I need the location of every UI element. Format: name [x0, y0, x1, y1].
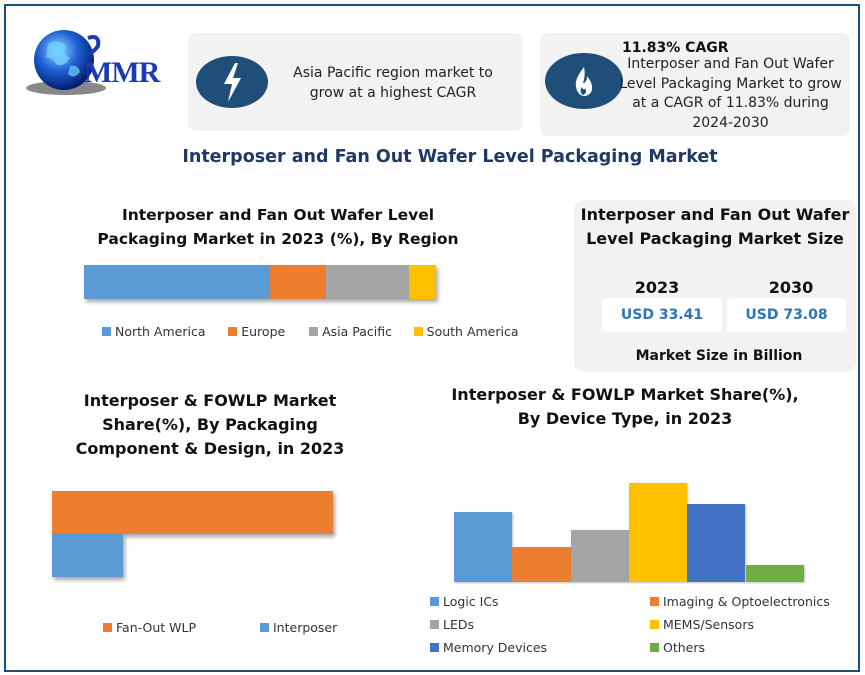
legend-label: North America: [115, 323, 206, 339]
page-title: Interposer and Fan Out Wafer Level Packa…: [182, 147, 718, 167]
legend-label: MEMS/Sensors: [663, 617, 754, 632]
legend-item-south-america: South America: [413, 322, 532, 340]
market-size-card: Interposer and Fan Out Wafer Level Packa…: [574, 200, 856, 372]
region-stacked-bar: [84, 265, 436, 299]
legend-label: South America: [426, 323, 519, 339]
legend-item-fan-out-wlp: Fan-Out WLP: [103, 618, 260, 636]
region-bar-segment-europe: [269, 265, 326, 299]
legend-swatch: [430, 643, 439, 652]
globe-icon: [26, 30, 106, 95]
packaging-bars: [52, 491, 382, 577]
legend-label: Asia Pacific: [322, 323, 393, 339]
legend-label: Logic ICs: [443, 594, 499, 609]
market-size-footer: Market Size in Billion: [635, 348, 803, 364]
legend-item-asia-pacific: Asia Pacific: [309, 322, 414, 340]
legend-item-logic-ics: Logic ICs: [430, 594, 499, 609]
mmr-logo: MMR: [18, 26, 178, 96]
packaging-chart-title: Interposer & FOWLP Market Share(%), By P…: [75, 391, 345, 458]
logo-text: MMR: [84, 56, 160, 89]
packaging-bar-interposer: [52, 534, 124, 577]
legend-label: Others: [663, 640, 706, 655]
packaging-bar-fan-out-wlp: [52, 491, 333, 534]
flame-icon: [545, 53, 623, 109]
legend-item-leds: LEDs: [430, 617, 474, 632]
year-2030: 2030: [768, 278, 814, 297]
region-bar-segment-north-america: [84, 265, 270, 299]
cagr-heading: 11.83% CAGR: [622, 40, 729, 56]
market-size-title: Interposer and Fan Out Wafer Level Packa…: [580, 205, 850, 248]
device-bar-logic-ics: [454, 512, 513, 582]
device-bar-imaging-optoelectronics: [512, 546, 571, 582]
info-card-cagr: 11.83% CAGR Interposer and Fan Out Wafer…: [540, 33, 850, 136]
legend-swatch: [102, 326, 111, 336]
legend-item-others: Others: [650, 640, 705, 655]
packaging-legend: Fan-Out WLP Interposer: [103, 618, 403, 636]
legend-swatch: [228, 326, 238, 336]
legend-label: Interposer: [273, 619, 338, 635]
device-bar-memory-devices: [687, 503, 746, 582]
legend-swatch: [430, 620, 439, 629]
region-chart-title: Interposer and Fan Out Wafer Level Packa…: [97, 206, 459, 248]
lightning-bolt-icon: [196, 56, 268, 108]
legend-item-imaging-optoelectronics: Imaging & Optoelectronics: [650, 594, 830, 609]
legend-swatch: [650, 597, 659, 606]
legend-item-interposer: Interposer: [260, 618, 390, 636]
legend-swatch: [413, 326, 423, 336]
legend-swatch: [430, 597, 439, 606]
device-bar-mems-sensors: [628, 483, 688, 582]
legend-swatch: [650, 620, 659, 629]
region-legend: North America Europe Asia Pacific South Ame…: [102, 322, 532, 340]
year-2023: 2023: [634, 278, 680, 297]
legend-swatch: [260, 622, 269, 632]
info-card-region-text: Asia Pacific region market to grow at a …: [293, 65, 493, 101]
legend-swatch: [650, 643, 659, 652]
cagr-text: Interposer and Fan Out Wafer Level Packa…: [619, 56, 842, 131]
info-card-region: Asia Pacific region market to grow at a …: [188, 33, 523, 131]
region-bar-segment-asia-pacific: [325, 265, 409, 299]
value-2030: USD 73.08: [727, 298, 846, 332]
legend-item-memory-devices: Memory Devices: [430, 640, 547, 655]
legend-swatch: [309, 326, 319, 336]
region-bar-segment-south-america: [408, 265, 436, 299]
legend-label: Memory Devices: [443, 640, 548, 655]
device-bar-others: [745, 565, 804, 582]
legend-label: Imaging & Optoelectronics: [663, 594, 830, 609]
legend-label: LEDs: [443, 617, 474, 632]
legend-item-europe: Europe: [228, 322, 309, 340]
legend-label: Fan-Out WLP: [116, 619, 196, 635]
legend-item-north-america: North America: [102, 322, 228, 340]
device-chart-title: Interposer & FOWLP Market Share(%), By D…: [451, 385, 799, 428]
legend-item-mems-sensors: MEMS/Sensors: [650, 617, 754, 632]
page-frame: [4, 4, 860, 672]
device-bar-leds: [570, 530, 629, 582]
legend-swatch: [103, 622, 112, 632]
device-bars: [454, 470, 804, 582]
legend-label: Europe: [241, 323, 286, 339]
device-legend: Logic ICs Imaging & Optoelectronics LEDs ME…: [430, 594, 850, 664]
value-2023: USD 33.41: [602, 298, 722, 332]
